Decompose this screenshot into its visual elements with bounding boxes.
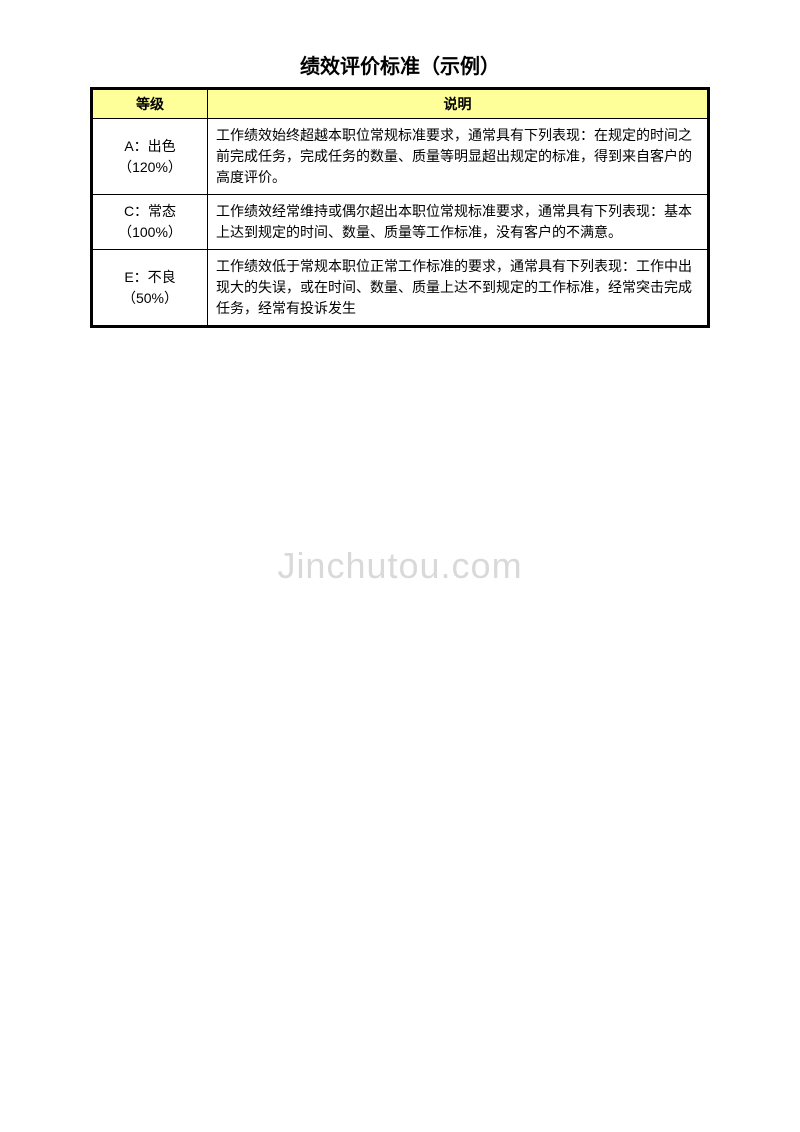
watermark-text: Jinchutou.com: [277, 545, 522, 587]
grade-cell: A：出色 （120%）: [93, 119, 208, 195]
description-cell: 工作绩效始终超越本职位常规标准要求，通常具有下列表现：在规定的时间之前完成任务，…: [208, 119, 708, 195]
grade-percent: （120%）: [101, 157, 199, 178]
header-description: 说明: [208, 90, 708, 119]
table-wrapper: 等级 说明 A：出色 （120%） 工作绩效始终超越本职位常规标准要求，通常具有…: [90, 87, 710, 328]
page-title: 绩效评价标准（示例）: [90, 50, 710, 79]
grade-label: C：常态: [101, 201, 199, 222]
grade-label: A：出色: [101, 136, 199, 157]
header-grade: 等级: [93, 90, 208, 119]
grade-cell: E：不良 （50%）: [93, 250, 208, 326]
table-row: A：出色 （120%） 工作绩效始终超越本职位常规标准要求，通常具有下列表现：在…: [93, 119, 708, 195]
grade-label: E：不良: [101, 267, 199, 288]
description-cell: 工作绩效经常维持或偶尔超出本职位常规标准要求，通常具有下列表现：基本上达到规定的…: [208, 195, 708, 250]
grade-cell: C：常态 （100%）: [93, 195, 208, 250]
evaluation-table: 等级 说明 A：出色 （120%） 工作绩效始终超越本职位常规标准要求，通常具有…: [92, 89, 708, 326]
description-cell: 工作绩效低于常规本职位正常工作标准的要求，通常具有下列表现：工作中出现大的失误，…: [208, 250, 708, 326]
grade-percent: （50%）: [101, 288, 199, 309]
table-row: C：常态 （100%） 工作绩效经常维持或偶尔超出本职位常规标准要求，通常具有下…: [93, 195, 708, 250]
table-row: E：不良 （50%） 工作绩效低于常规本职位正常工作标准的要求，通常具有下列表现…: [93, 250, 708, 326]
grade-percent: （100%）: [101, 222, 199, 243]
document-container: 绩效评价标准（示例） 等级 说明 A：出色 （120%） 工作绩效始终超越本职位…: [0, 0, 800, 378]
table-header-row: 等级 说明: [93, 90, 708, 119]
